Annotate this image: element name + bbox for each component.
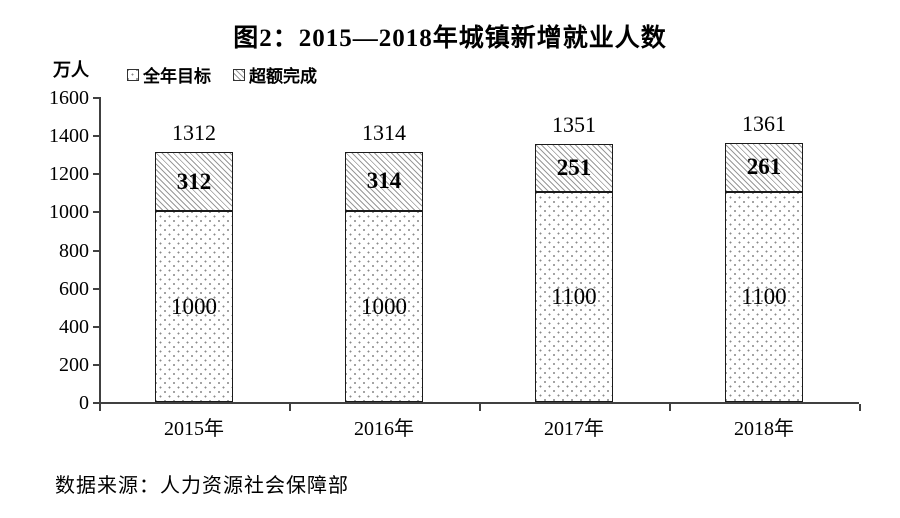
y-axis-tick-label: 200 (59, 353, 89, 376)
bar-total-label: 1351 (552, 112, 596, 138)
y-axis-tick (93, 402, 99, 404)
x-axis-category-label: 2016年 (354, 418, 414, 440)
bar-segment-excess-value: 312 (176, 168, 212, 194)
y-axis-tick-label: 1600 (49, 87, 89, 109)
hatched-pattern-swatch-icon (233, 68, 245, 81)
legend-item-excess: 超额完成 (233, 62, 317, 87)
y-axis-tick (93, 173, 99, 176)
x-axis-category-label: 2017年 (544, 418, 604, 440)
bar-segment-excess: 314 (345, 151, 423, 212)
x-axis-tick (669, 404, 671, 411)
bar-segment-target-value: 1100 (551, 284, 597, 310)
legend-label-excess: 超额完成 (249, 67, 317, 86)
bar-segment-target-value: 1000 (171, 293, 217, 319)
y-axis-tick-label: 800 (59, 239, 89, 262)
y-axis-tick-label: 1400 (49, 125, 89, 148)
y-axis-tick (93, 363, 99, 366)
bar-segment-excess-value: 314 (366, 168, 402, 194)
bar-segment-excess-value: 261 (746, 154, 782, 180)
x-axis-category-label: 2018年 (734, 418, 794, 440)
bar-segment-target-value: 1000 (361, 293, 407, 319)
y-axis-line (99, 97, 101, 404)
bar-segment-target: 1100 (725, 192, 803, 402)
y-axis-tick-label: 600 (59, 277, 89, 300)
bar-total-label: 1314 (362, 119, 406, 145)
x-axis-tick (289, 404, 291, 411)
bar-segment-target: 1000 (345, 211, 423, 402)
chart-title: 图2：2015—2018年城镇新增就业人数 (233, 25, 667, 52)
x-axis-line (99, 402, 859, 404)
x-axis-category-label: 2015年 (164, 418, 224, 440)
x-axis-tick (479, 404, 481, 411)
bar-segment-excess: 261 (725, 142, 803, 193)
x-axis-tick (859, 404, 861, 411)
y-axis-unit-label: 万人 (53, 60, 89, 80)
legend: 全年目标 超额完成 (127, 62, 317, 87)
bar-segment-target: 1000 (155, 211, 233, 402)
bar-segment-target-value: 1100 (741, 284, 787, 310)
y-axis-tick-label: 0 (79, 392, 89, 414)
legend-item-target: 全年目标 (127, 62, 211, 87)
bar-segment-excess: 312 (155, 151, 233, 212)
bar-segment-target: 1100 (535, 192, 613, 402)
bar-segment-excess-value: 251 (556, 155, 592, 181)
y-axis-tick-label: 400 (59, 315, 89, 338)
bar-total-label: 1312 (172, 119, 216, 145)
dotted-pattern-swatch-icon (127, 68, 139, 81)
y-axis-tick (93, 287, 99, 290)
bar-total-label: 1361 (742, 110, 786, 136)
y-axis-tick-label: 1000 (49, 201, 89, 224)
y-axis-tick (93, 249, 99, 252)
y-axis-tick (93, 135, 99, 138)
y-axis-tick (93, 97, 99, 99)
bar-segment-excess: 251 (535, 144, 613, 193)
x-axis-tick (99, 404, 101, 411)
data-source-note: 数据来源：人力资源社会保障部 (55, 475, 349, 497)
y-axis-tick (93, 211, 99, 214)
y-axis-tick-label: 1200 (49, 163, 89, 186)
y-axis-tick (93, 325, 99, 328)
legend-label-target: 全年目标 (143, 67, 211, 86)
